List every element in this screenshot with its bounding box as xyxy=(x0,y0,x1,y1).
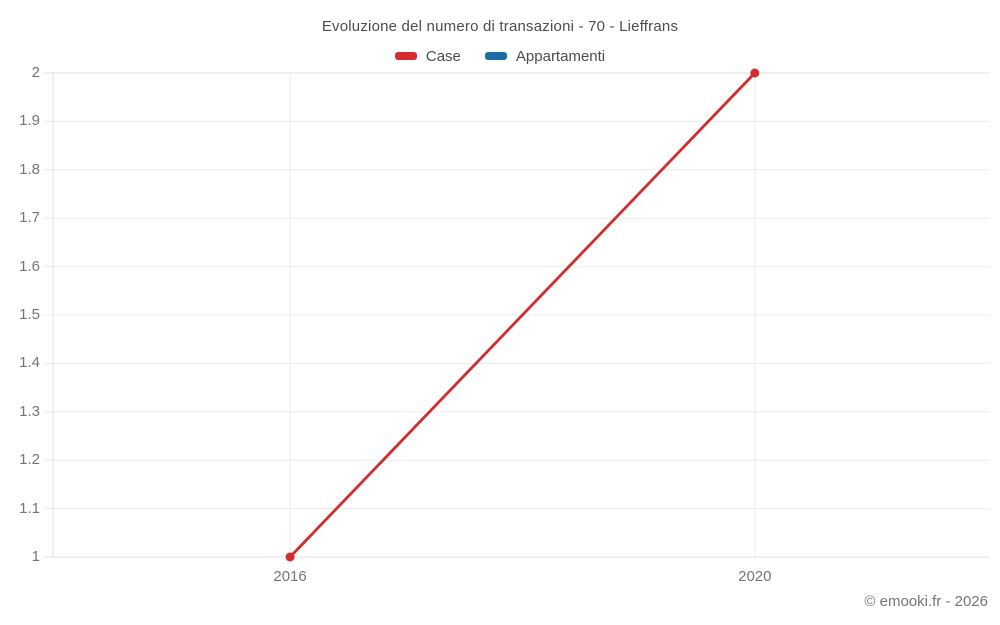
series-line-case xyxy=(288,71,757,559)
x-axis: 2016 2020 xyxy=(44,568,990,586)
y-tick-label: 1.7 xyxy=(19,209,40,227)
y-tick-label: 1.2 xyxy=(19,451,40,469)
case-legend-swatch-icon xyxy=(394,52,417,60)
y-tick-label: 1.4 xyxy=(19,354,40,372)
x-tick-label: 2020 xyxy=(738,568,772,585)
y-tick-label: 1.5 xyxy=(19,306,40,323)
appartamenti-legend-swatch-icon xyxy=(484,52,507,60)
legend-item-appartamenti[interactable]: Appartamenti xyxy=(484,47,606,65)
data-point-case xyxy=(285,552,295,562)
y-tick-label: 1.8 xyxy=(19,160,40,178)
y-tick-label: 1.3 xyxy=(19,402,40,420)
y-tick-label: 1.6 xyxy=(19,257,40,275)
chart-legend: Case Appartamenti xyxy=(0,47,1000,65)
legend-item-case[interactable]: Case xyxy=(394,47,461,65)
data-point-case xyxy=(750,68,760,78)
x-tick-label: 2016 xyxy=(273,568,307,585)
y-tick-label: 1 xyxy=(31,548,40,565)
y-tick-label: 1.1 xyxy=(19,499,40,517)
y-axis: 2 1.9 1.8 1.7 1.6 1.5 1.4 1.3 1.2 1.1 1 xyxy=(0,64,40,565)
chart-title: Evoluzione del numero di transazioni - 7… xyxy=(321,18,679,35)
plot-area xyxy=(44,68,990,562)
attribution-footer: © emooki.fr - 2026 xyxy=(864,593,988,610)
legend-label-case: Case xyxy=(425,47,461,65)
y-tick-label: 1.9 xyxy=(19,112,40,130)
y-tick-label: 2 xyxy=(31,64,40,81)
legend-label-appartamenti: Appartamenti xyxy=(515,47,606,65)
